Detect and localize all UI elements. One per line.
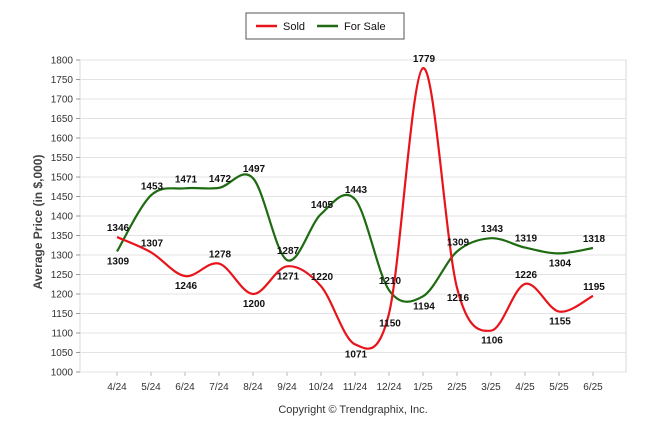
data-label-for-sale: 1309	[107, 256, 130, 267]
data-label-sold: 1226	[515, 270, 538, 281]
y-tick-label: 1300	[51, 251, 74, 262]
series-line-sold	[116, 67, 594, 350]
data-label-sold: 1150	[379, 319, 401, 330]
y-tick-label: 1450	[51, 192, 74, 203]
y-tick-label: 1800	[51, 56, 74, 67]
y-tick-label: 1700	[51, 95, 74, 106]
copyright-text: Copyright © Trendgraphix, Inc.	[278, 404, 427, 416]
data-label-sold: 1346	[107, 223, 130, 234]
y-tick-label: 1500	[51, 173, 74, 184]
x-tick-label: 6/25	[583, 382, 603, 393]
x-tick-label: 5/24	[141, 382, 161, 393]
y-tick-label: 1550	[51, 153, 74, 164]
y-tick-label: 1350	[51, 231, 74, 242]
data-label-for-sale: 1287	[277, 246, 300, 257]
y-axis-title: Average Price (in $,000)	[31, 155, 45, 290]
data-label-for-sale: 1453	[141, 181, 164, 192]
data-label-sold: 1278	[209, 250, 232, 261]
data-label-for-sale: 1472	[209, 174, 232, 185]
data-label-for-sale: 1497	[243, 164, 266, 175]
data-label-sold: 1779	[413, 54, 436, 65]
data-label-for-sale: 1443	[345, 185, 368, 196]
data-label-for-sale: 1318	[583, 234, 606, 245]
y-tick-label: 1000	[51, 368, 74, 379]
x-tick-label: 7/24	[209, 382, 229, 393]
data-label-sold: 1220	[311, 272, 334, 283]
x-tick-label: 6/24	[175, 382, 195, 393]
data-label-for-sale: 1210	[379, 276, 402, 287]
legend: Sold For Sale	[245, 12, 405, 40]
data-label-sold: 1195	[583, 282, 605, 293]
data-label-for-sale: 1319	[515, 234, 538, 245]
grid	[79, 59, 627, 373]
x-tick-label: 10/24	[308, 382, 333, 393]
x-axis-ticks: 4/24 5/24 6/24 7/24 8/24 9/24 10/24 11/24 12/24 1…	[107, 372, 603, 393]
data-label-sold: 1155	[549, 317, 571, 328]
data-labels: 1346 1307 1246 1278 1200 1271 1220 1071 1150 1779…	[107, 54, 606, 360]
x-tick-label: 12/24	[376, 382, 401, 393]
x-tick-label: 1/25	[413, 382, 433, 393]
data-label-sold: 1071	[345, 349, 368, 360]
y-tick-label: 1650	[51, 114, 74, 125]
data-label-sold: 1246	[175, 281, 198, 292]
x-tick-label: 8/24	[243, 382, 263, 393]
y-tick-label: 1250	[51, 270, 74, 281]
x-tick-label: 11/24	[343, 382, 368, 393]
series-lines	[116, 67, 594, 350]
data-label-for-sale: 1405	[311, 200, 334, 211]
y-tick-label: 1400	[51, 212, 74, 223]
data-label-for-sale: 1304	[549, 258, 572, 269]
data-label-for-sale: 1343	[481, 224, 504, 235]
x-tick-label: 4/25	[515, 382, 535, 393]
data-label-sold: 1106	[481, 336, 503, 347]
x-tick-label: 5/25	[549, 382, 569, 393]
y-tick-label: 1200	[51, 290, 74, 301]
legend-forsale-label: For Sale	[344, 21, 386, 33]
x-tick-label: 3/25	[481, 382, 501, 393]
legend-sold-label: Sold	[283, 21, 305, 33]
data-label-sold: 1307	[141, 238, 164, 249]
y-tick-label: 1050	[51, 348, 74, 359]
y-tick-label: 1150	[51, 309, 73, 320]
series-line-for-sale	[116, 173, 594, 303]
y-axis-ticks: 1000 1050 1100 1150 1200 1250 1300 1350 1400 1450…	[51, 56, 80, 379]
x-tick-label: 9/24	[277, 382, 297, 393]
data-label-for-sale: 1471	[175, 174, 198, 185]
x-tick-label: 4/24	[107, 382, 127, 393]
data-label-sold: 1200	[243, 299, 266, 310]
data-label-sold: 1216	[447, 293, 470, 304]
data-label-for-sale: 1309	[447, 237, 470, 248]
data-label-for-sale: 1194	[413, 301, 435, 312]
data-label-sold: 1271	[277, 271, 300, 282]
y-tick-label: 1750	[51, 75, 74, 86]
y-tick-label: 1100	[51, 329, 73, 340]
y-tick-label: 1600	[51, 134, 74, 145]
x-tick-label: 2/25	[447, 382, 467, 393]
